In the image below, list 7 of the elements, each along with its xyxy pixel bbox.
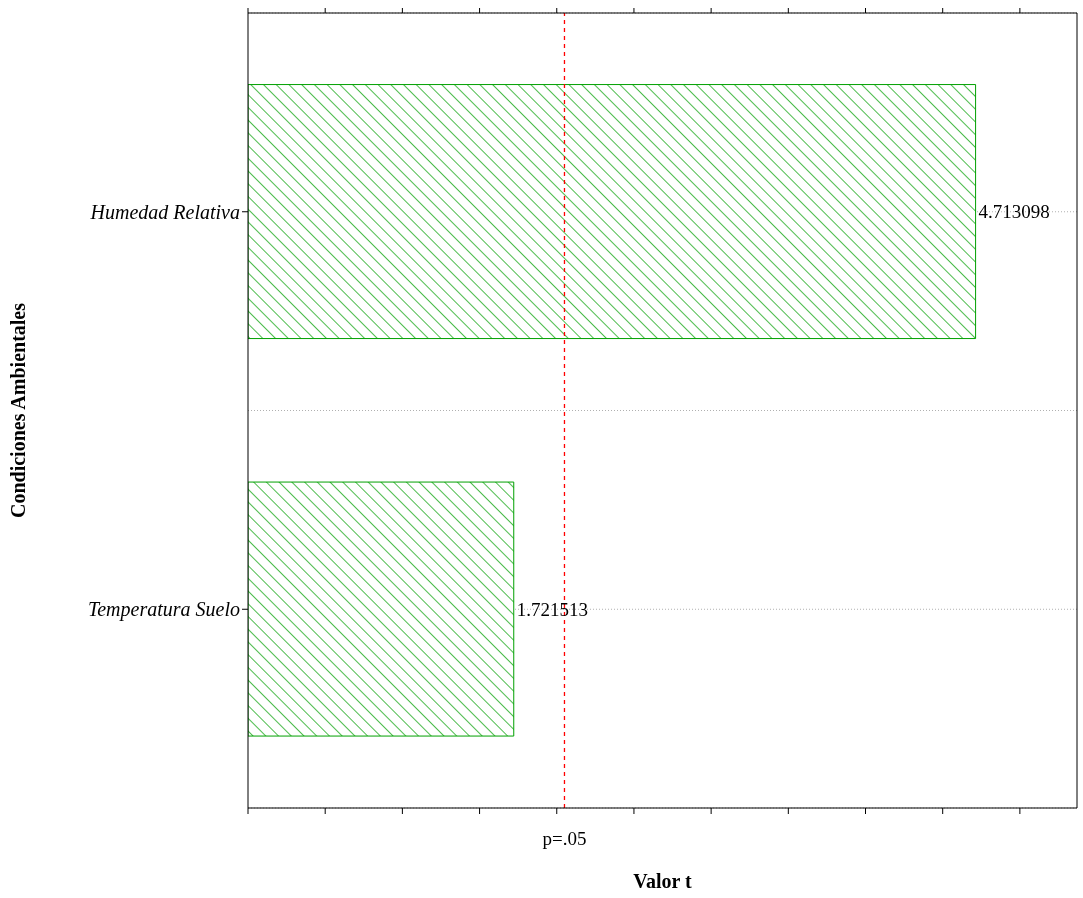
data-label: 4.713098 [978,201,1050,223]
ref-line-label: p=.05 [542,828,587,850]
data-label: 1.721513 [516,598,589,620]
y-tick-label: Temperatura Suelo [87,598,240,622]
y-axis-title: Condiciones Ambientales [7,302,30,519]
y-tick-label: Humedad Relativa [89,200,240,223]
x-axis-title: Valor t [633,870,693,892]
